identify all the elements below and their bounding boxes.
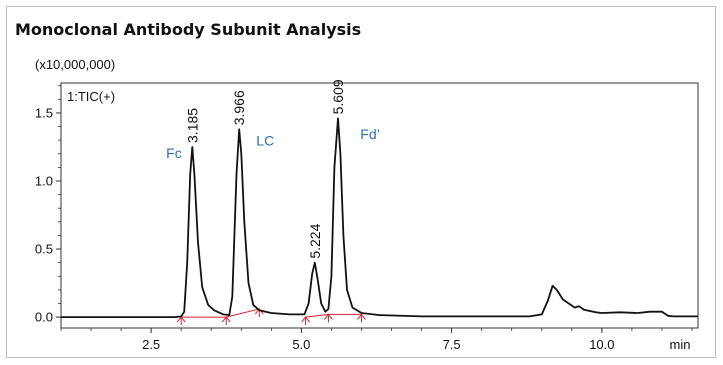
component-label: Fc <box>166 145 182 161</box>
baseline-segment <box>305 313 329 318</box>
chart-frame <box>6 6 716 358</box>
integration-marker <box>221 316 231 326</box>
x-tick-label: 5.0 <box>292 337 310 352</box>
tic-trace-line <box>61 117 698 319</box>
axes: 0.0 0.5 1.0 1.5 2.5 5.0 7.5 10.0 min <box>35 82 699 352</box>
y-tick-label: 0.5 <box>35 242 53 257</box>
integration-marker <box>357 313 366 323</box>
y-tick-label: 0.0 <box>35 310 53 325</box>
peak-labels: 3.185 3.966 5.224 5.609 <box>184 79 346 259</box>
trace-label: 1:TIC(+) <box>67 89 115 104</box>
chart-title: Monoclonal Antibody Subunit Analysis <box>15 20 362 39</box>
integration-marker <box>324 313 333 323</box>
integration-marker <box>301 316 310 326</box>
multiplier-label: (x10,000,000) <box>35 57 115 72</box>
y-tick-label: 1.0 <box>35 174 53 189</box>
integration-baseline <box>176 308 366 326</box>
peak-label: 5.609 <box>330 79 346 114</box>
tic-trace-group <box>61 117 698 319</box>
component-label: LC <box>256 133 274 149</box>
baseline-segment <box>226 308 260 318</box>
plot-border <box>60 82 699 329</box>
component-labels: Fc LC Fd’ <box>166 126 380 161</box>
integration-marker <box>176 316 186 326</box>
peak-label: 5.224 <box>307 223 323 258</box>
component-label: Fd’ <box>360 126 379 142</box>
x-axis-label: min <box>670 337 691 352</box>
x-tick-label: 7.5 <box>443 337 461 352</box>
x-tick-label: 10.0 <box>589 337 614 352</box>
y-tick-label: 1.5 <box>35 105 53 120</box>
x-tick-label: 2.5 <box>142 337 160 352</box>
peak-label: 3.966 <box>231 90 247 125</box>
peak-label: 3.185 <box>184 108 200 143</box>
